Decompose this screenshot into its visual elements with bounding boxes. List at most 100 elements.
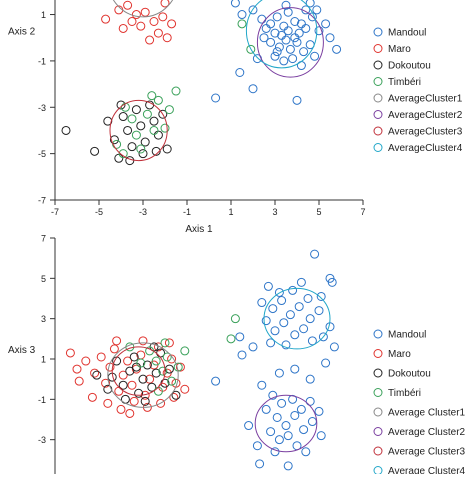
point-timb-ri — [164, 105, 174, 115]
point-mandoul — [299, 47, 309, 57]
point-mandoul — [296, 277, 306, 287]
point-timb-ri — [226, 334, 236, 344]
point-mandoul — [272, 412, 282, 422]
legend-label: AverageCluster4 — [388, 143, 463, 154]
x-tick-label: -5 — [95, 207, 103, 217]
point-timb-ri — [136, 144, 146, 154]
point-maro — [72, 364, 82, 374]
point-maro — [101, 378, 111, 388]
point-mandoul — [285, 44, 295, 54]
legend-marker — [373, 368, 383, 378]
point-maro — [81, 356, 91, 366]
legend-label: Maro — [388, 349, 411, 360]
point-timb-ri — [167, 376, 177, 386]
point-maro — [118, 23, 128, 33]
legend-marker — [373, 143, 383, 152]
point-dokoutou — [129, 352, 139, 362]
chart-bottom: 7 5 3 1 -1 -3 Axis 3 Mandoul Maro Dokoutou Timbéri… — [8, 234, 466, 478]
point-mandoul — [296, 404, 306, 414]
legend-marker — [373, 126, 383, 136]
y-tick-label: 5 — [41, 274, 46, 284]
point-mandoul — [261, 404, 271, 414]
point-dokoutou — [149, 116, 159, 126]
point-maro — [153, 28, 163, 38]
point-mandoul — [281, 35, 291, 45]
point-maro — [131, 10, 141, 20]
x-tick-label: -1 — [183, 207, 191, 217]
point-mandoul — [321, 19, 331, 29]
point-mandoul — [270, 326, 280, 336]
point-maro — [123, 0, 133, 10]
point-mandoul — [305, 314, 315, 324]
point-mandoul — [305, 396, 315, 406]
point-timb-ri — [158, 366, 168, 376]
point-mandoul — [261, 23, 271, 33]
point-dokoutou — [125, 366, 135, 376]
legend-label: Average Cluster3 — [388, 447, 466, 458]
point-mandoul — [310, 51, 320, 61]
point-maro — [136, 21, 146, 31]
point-timb-ri — [237, 19, 247, 29]
point-timb-ri — [149, 125, 159, 135]
point-timb-ri — [147, 91, 157, 101]
point-mandoul — [294, 302, 304, 312]
x-tick-label: 5 — [316, 207, 321, 217]
point-mandoul — [255, 459, 265, 469]
point-dokoutou — [116, 100, 126, 110]
y-tick-label: 1 — [41, 355, 46, 365]
point-maro — [87, 392, 97, 402]
point-mandoul — [211, 93, 221, 103]
legend-marker — [373, 77, 383, 86]
x-tick-label: 3 — [272, 207, 277, 217]
point-mandoul — [283, 7, 293, 17]
point-mandoul — [274, 368, 284, 378]
point-maro — [125, 408, 135, 418]
legend-label: AverageCluster3 — [388, 127, 463, 138]
legend-label: AverageCluster1 — [388, 94, 463, 105]
point-dokoutou — [142, 360, 152, 370]
legend-label: Average Cluster2 — [388, 427, 466, 438]
point-maro — [74, 376, 84, 386]
point-mandoul — [270, 447, 280, 457]
point-mandoul — [316, 291, 326, 301]
legend-marker — [373, 427, 383, 436]
legend-marker — [373, 44, 383, 53]
point-mandoul — [283, 431, 293, 441]
legend-marker — [373, 110, 383, 119]
y-tick-label: 7 — [41, 234, 46, 244]
point-mandoul — [279, 21, 289, 31]
point-maro — [109, 344, 119, 354]
point-mandoul — [301, 447, 311, 457]
point-timb-ri — [153, 95, 163, 105]
legend-label: Dokoutou — [388, 61, 431, 72]
point-mandoul — [237, 10, 247, 20]
point-dokoutou — [147, 382, 157, 392]
legend-label: Maro — [388, 44, 411, 55]
point-mandoul — [259, 33, 269, 43]
point-mandoul — [279, 318, 289, 328]
point-mandoul — [321, 358, 331, 368]
point-mandoul — [237, 350, 247, 360]
point-timb-ri — [162, 352, 172, 362]
legend-marker — [373, 27, 383, 37]
point-mandoul — [211, 376, 221, 386]
point-mandoul — [283, 26, 293, 36]
y-tick-label: -3 — [38, 103, 46, 113]
point-mandoul — [281, 421, 291, 431]
legend-label: Mandoul — [388, 330, 426, 341]
point-dokoutou — [61, 125, 71, 135]
point-mandoul — [272, 12, 282, 22]
point-dokoutou — [171, 390, 181, 400]
point-mandoul — [230, 0, 240, 8]
y-axis-title: Axis 3 — [8, 345, 36, 356]
point-mandoul — [277, 398, 287, 408]
point-timb-ri — [230, 314, 240, 324]
point-maro — [103, 398, 113, 408]
point-maro — [140, 7, 150, 17]
point-mandoul — [248, 342, 258, 352]
point-maro — [175, 362, 185, 372]
chart-top: -7 -5 -3 -1 1 3 5 7 1 -1 -3 -5 -7 Axis 1 Axis 2 Mandoul… — [8, 0, 463, 235]
point-maro — [101, 14, 111, 24]
y-tick-label: -3 — [38, 435, 46, 445]
point-dokoutou — [131, 105, 141, 115]
